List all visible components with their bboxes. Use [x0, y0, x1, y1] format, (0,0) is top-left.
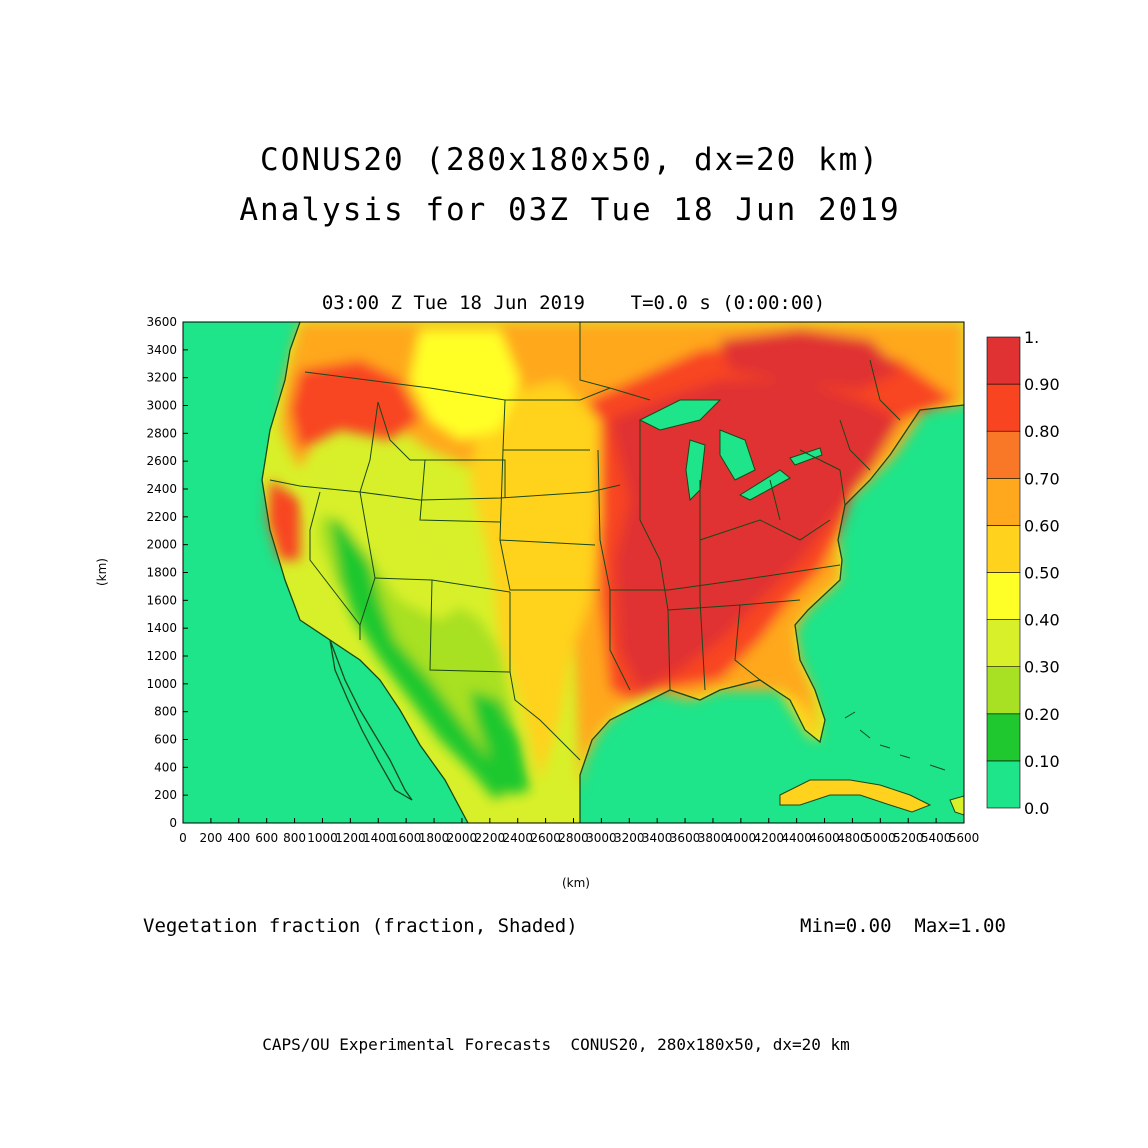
x-tick-label: 2400: [502, 831, 533, 845]
y-tick-label: 3000: [146, 399, 177, 413]
y-tick-label: 2000: [146, 538, 177, 552]
legend-swatch: [986, 525, 1021, 573]
x-tick-label: 600: [255, 831, 278, 845]
legend-level-label: 0.20: [1024, 705, 1060, 724]
legend-level-label: 0.40: [1024, 611, 1060, 630]
legend-swatch: [986, 477, 1021, 526]
legend-swatch: [986, 619, 1021, 667]
y-axis-label: (km): [95, 558, 109, 586]
y-tick-label: 3400: [146, 343, 177, 357]
legend-swatch: [986, 666, 1021, 715]
state-boundaries: [269, 322, 901, 761]
legend-level-label: 0.60: [1024, 516, 1060, 535]
x-tick-label: 2200: [475, 831, 506, 845]
legend-swatch: [986, 383, 1021, 432]
field-label: Vegetation fraction (fraction, Shaded): [143, 915, 578, 937]
y-tick-label: 2400: [146, 482, 177, 496]
x-tick-label: 2600: [530, 831, 561, 845]
x-tick-label: 3200: [614, 831, 645, 845]
legend-level-label: 0.10: [1024, 752, 1060, 771]
x-tick-label: 1000: [307, 831, 338, 845]
y-tick-label: 3200: [146, 371, 177, 385]
x-tick-label: 3600: [670, 831, 701, 845]
x-tick-label: 5400: [921, 831, 952, 845]
x-tick-label: 1800: [419, 831, 450, 845]
legend-level-label: 1.: [1024, 328, 1039, 347]
x-tick-label: 2000: [447, 831, 478, 845]
y-tick-label: 1000: [146, 677, 177, 691]
legend-level-label: 0.90: [1024, 375, 1060, 394]
legend-level-label: 0.0: [1024, 799, 1049, 818]
x-tick-label: 3800: [698, 831, 729, 845]
x-tick-label: 200: [199, 831, 222, 845]
valid-time-subtitle: 03:00 Z Tue 18 Jun 2019 T=0.0 s (0:00:00…: [321, 292, 826, 314]
hispaniola-island: [949, 795, 964, 816]
x-tick-label: 4400: [781, 831, 812, 845]
y-tick-label: 200: [154, 788, 177, 802]
bahamas-islands: [844, 711, 946, 771]
coastline: [261, 322, 964, 823]
x-tick-label: 5200: [893, 831, 924, 845]
x-axis-ticks: 0 200 400 600 800 100012001400160018002000220…: [179, 818, 979, 845]
legend-swatch: [986, 336, 1021, 385]
legend-swatch: [986, 713, 1021, 762]
x-tick-label: 4800: [837, 831, 868, 845]
x-tick-label: 3400: [642, 831, 673, 845]
y-tick-label: 2800: [146, 426, 177, 440]
legend-swatch: [986, 430, 1021, 479]
legend-level-label: 0.70: [1024, 469, 1060, 488]
y-tick-label: 1400: [146, 621, 177, 635]
vegetation-map: [183, 322, 964, 823]
y-tick-label: 800: [154, 705, 177, 719]
x-tick-label: 4200: [753, 831, 784, 845]
x-tick-label: 4000: [726, 831, 757, 845]
y-tick-label: 1800: [146, 566, 177, 580]
title-line-1: CONUS20 (280x180x50, dx=20 km): [260, 142, 880, 178]
y-tick-label: 3600: [146, 315, 177, 329]
legend-swatch: [986, 572, 1021, 620]
x-tick-label: 1600: [391, 831, 422, 845]
title-line-2: Analysis for 03Z Tue 18 Jun 2019: [239, 192, 901, 228]
x-tick-label: 5000: [865, 831, 896, 845]
y-tick-label: 1200: [146, 649, 177, 663]
legend-level-label: 0.50: [1024, 564, 1060, 583]
x-tick-label: 800: [283, 831, 306, 845]
x-tick-label: 0: [179, 831, 187, 845]
y-axis-ticks: 0 200 400 600 800 1000 1200 1400 1600 1800 2000 220…: [146, 315, 188, 830]
x-tick-label: 3000: [586, 831, 617, 845]
y-tick-label: 600: [154, 733, 177, 747]
legend-level-label: 0.30: [1024, 658, 1060, 677]
baja-california: [329, 639, 413, 801]
cuba-island: [779, 779, 932, 813]
y-tick-label: 2200: [146, 510, 177, 524]
footer-credit: CAPS/OU Experimental Forecasts CONUS20, …: [262, 1035, 850, 1054]
x-axis-label: (km): [562, 876, 590, 890]
y-tick-label: 1600: [146, 593, 177, 607]
x-tick-label: 1200: [335, 831, 366, 845]
x-tick-label: 1400: [363, 831, 394, 845]
x-tick-label: 5600: [949, 831, 980, 845]
legend-swatch: [986, 760, 1021, 809]
x-tick-label: 4600: [809, 831, 840, 845]
y-tick-label: 2600: [146, 454, 177, 468]
y-tick-label: 400: [154, 760, 177, 774]
min-max-label: Min=0.00 Max=1.00: [800, 915, 1006, 937]
x-tick-label: 400: [227, 831, 250, 845]
legend-level-label: 0.80: [1024, 422, 1060, 441]
x-tick-label: 2800: [558, 831, 589, 845]
y-tick-label: 0: [169, 816, 177, 830]
color-legend: 0.0 0.10 0.20 0.30 0.40 0.50 0.60 0.70 0.80 0.90 1…: [986, 328, 1060, 818]
